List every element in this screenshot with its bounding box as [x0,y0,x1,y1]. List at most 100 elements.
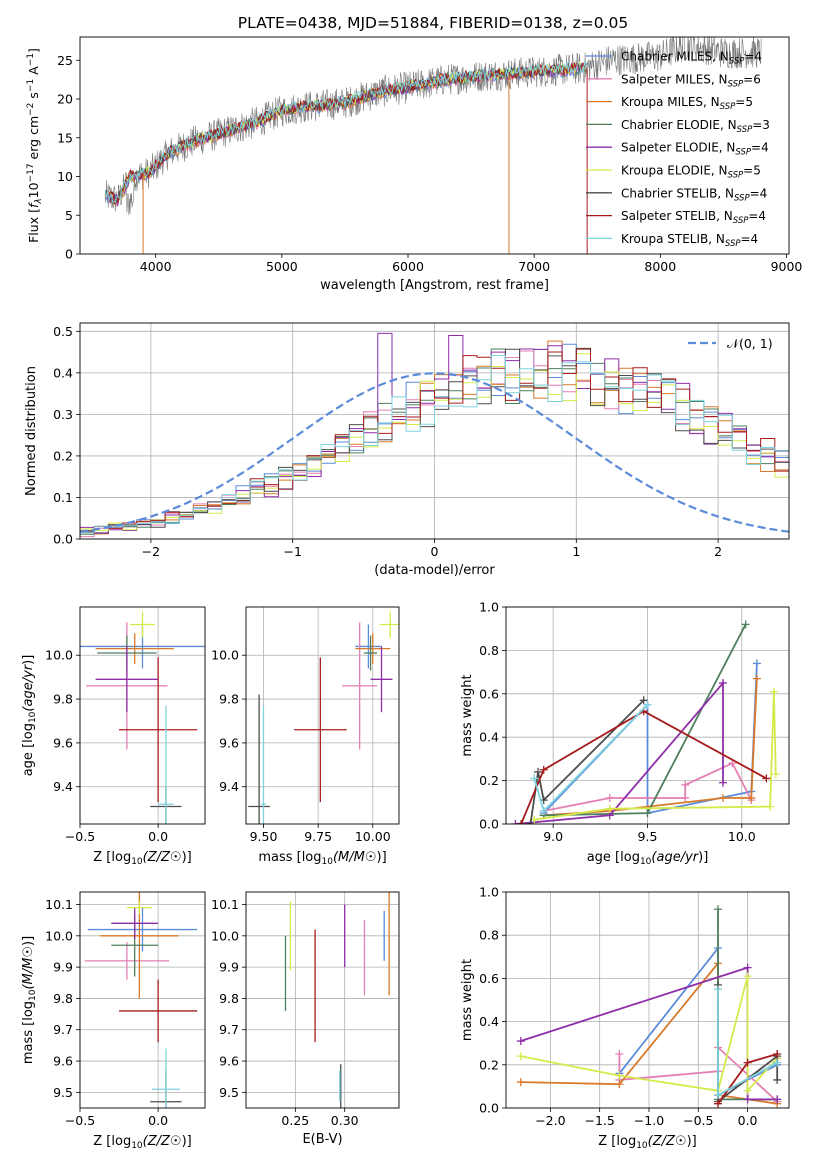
mass-weight-marker-kroupa_elodie [743,1086,752,1095]
model-spectrum-salpeter_miles [104,62,588,207]
mass-weight-marker-salpeter_miles [605,793,614,802]
legend-label-normal: 𝒩(0, 1) [727,336,773,351]
mass-weight-marker-kroupa_stelib [714,1091,723,1100]
normal-distribution-curve [80,372,789,533]
x-tick-label: −0.5 [65,829,95,844]
x-tick-label: 5000 [266,259,298,274]
x-axis-label: wavelength [Angstrom, rest frame] [320,278,549,293]
mass-weight-marker-salpeter_stelib [762,774,771,783]
x-tick-label: 10.0 [728,829,756,844]
x-tick-label: 9000 [771,259,803,274]
y-tick-label: 0.0 [479,817,499,832]
y-tick-label: 0.0 [479,1101,499,1116]
y-tick-label: 0.4 [479,1014,499,1029]
mass-weight-marker-kroupa_elodie [769,687,778,696]
y-tick-label: 1.0 [479,600,499,615]
mass-weight-line-salpeter_elodie [515,680,724,824]
y-tick-label: 10 [57,169,73,184]
legend-label-kroupa_elodie: Kroupa ELODIE, NSSP=5 [621,164,761,181]
x-tick-label: −2.0 [535,1113,565,1128]
mass-weight-line-chabrier_elodie [543,623,747,817]
x-tick-label: 7000 [518,259,550,274]
axes-frame [79,606,206,825]
axes-mass_weight_vs_Z: −2.0 −1.5 −1.0 −0.5 0.0 0.0 0.2 0.4 0.6 0.8 1.0 mas… [460,885,790,1151]
legend-label-salpeter_miles: Salpeter MILES, NSSP=6 [621,72,761,89]
mass-weight-line-chabrier_miles [543,663,758,815]
y-tick-label: 1.0 [479,885,499,900]
axes-frame [245,891,400,1109]
model-spectrum-salpeter_elodie [104,62,588,206]
mass-weight-marker-salpeter_elodie [743,1095,752,1104]
axes-frame [79,322,790,540]
mass-weight-marker-kroupa_miles [615,1080,624,1089]
residual-histogram-chabrier_stelib [80,347,789,532]
x-tick-label: −1.5 [584,1113,614,1128]
y-axis-label: age [log10(age/yr)] [21,655,38,777]
y-tick-label: 0.6 [479,686,499,701]
y-tick-label: 9.6 [53,1054,73,1069]
x-tick-label: −2 [142,544,160,559]
y-tick-label: 0.3 [53,407,73,422]
y-tick-label: 9.9 [53,960,73,975]
mass-weight-marker-salpeter_stelib [773,1050,782,1058]
mass-weight-marker-chabrier_stelib [534,767,543,776]
mass-weight-marker-salpeter_elodie [718,678,727,687]
y-tick-label: 0.8 [479,643,499,658]
y-tick-label: 0.5 [53,324,73,339]
y-tick-label: 0.2 [479,773,499,788]
x-tick-label: −0.5 [65,1113,95,1128]
legend-label-salpeter_stelib: Salpeter STELIB, NSSP=4 [621,209,766,226]
x-axis-label: (data-model)/error [374,563,495,578]
x-axis-label: E(B-V) [302,1132,342,1147]
x-axis-label: Z [log10(Z/Z☉)] [598,1134,696,1151]
y-tick-label: 9.5 [219,1085,239,1100]
mass-weight-marker-salpeter_elodie [743,963,752,972]
y-tick-label: 25 [57,53,73,68]
y-tick-label: 9.8 [219,692,239,707]
mass-weight-marker-salpeter_miles [615,1050,624,1058]
y-tick-label: 0.4 [53,365,73,380]
mass-weight-marker-salpeter_stelib [517,820,526,824]
mass-weight-marker-chabrier_elodie [643,809,652,818]
mass-weight-marker-kroupa_stelib [714,985,723,994]
y-tick-label: 9.8 [219,991,239,1006]
x-tick-label: 0.0 [738,1113,758,1128]
x-tick-label: 6000 [392,259,424,274]
x-axis-label: Z [log10(Z/Z☉)] [93,1134,191,1151]
model-spectrum-chabrier_stelib [104,63,588,206]
y-tick-label: 0.0 [53,532,73,547]
x-axis-label: Z [log10(Z/Z☉)] [93,850,191,867]
plot-area-mass_weight_vs_age [511,620,780,824]
legend-label-chabrier_elodie: Chabrier ELODIE, NSSP=3 [621,118,770,135]
x-tick-label: 1 [572,544,580,559]
mass-weight-marker-salpeter_stelib [743,1058,752,1067]
y-tick-label: 9.6 [219,735,239,750]
axes-frame [79,891,206,1109]
y-tick-label: 10.0 [45,648,73,663]
y-tick-label: 10.1 [45,897,73,912]
model-spectrum-salpeter_stelib [104,62,588,205]
y-tick-label: 9.6 [219,1054,239,1069]
y-tick-label: 10.0 [45,928,73,943]
mass-weight-marker-salpeter_miles [681,793,690,802]
mass-weight-marker-salpeter_elodie [773,1095,782,1104]
x-tick-label: 10.00 [355,829,391,844]
mass-weight-marker-salpeter_stelib [714,1099,723,1108]
axes-frame [505,891,790,1109]
mass-weight-marker-kroupa_stelib [530,774,539,783]
residual-histogram-kroupa_miles [80,340,789,535]
y-tick-label: 15 [57,130,73,145]
model-spectrum-chabrier_elodie [104,63,588,205]
observed-spectrum-line [104,37,762,216]
legend-label-chabrier_miles: Chabrier MILES, NSSP=4 [621,50,762,67]
mass-weight-marker-salpeter_elodie [516,1037,525,1046]
axes-frame [245,606,400,825]
y-tick-label: 0.1 [53,490,73,505]
x-tick-label: 8000 [644,259,676,274]
mass-weight-marker-chabrier_miles [752,659,761,668]
y-axis-label: mass weight [460,959,475,1041]
y-tick-label: 9.6 [53,735,73,750]
x-tick-label: 0.0 [148,1113,168,1128]
